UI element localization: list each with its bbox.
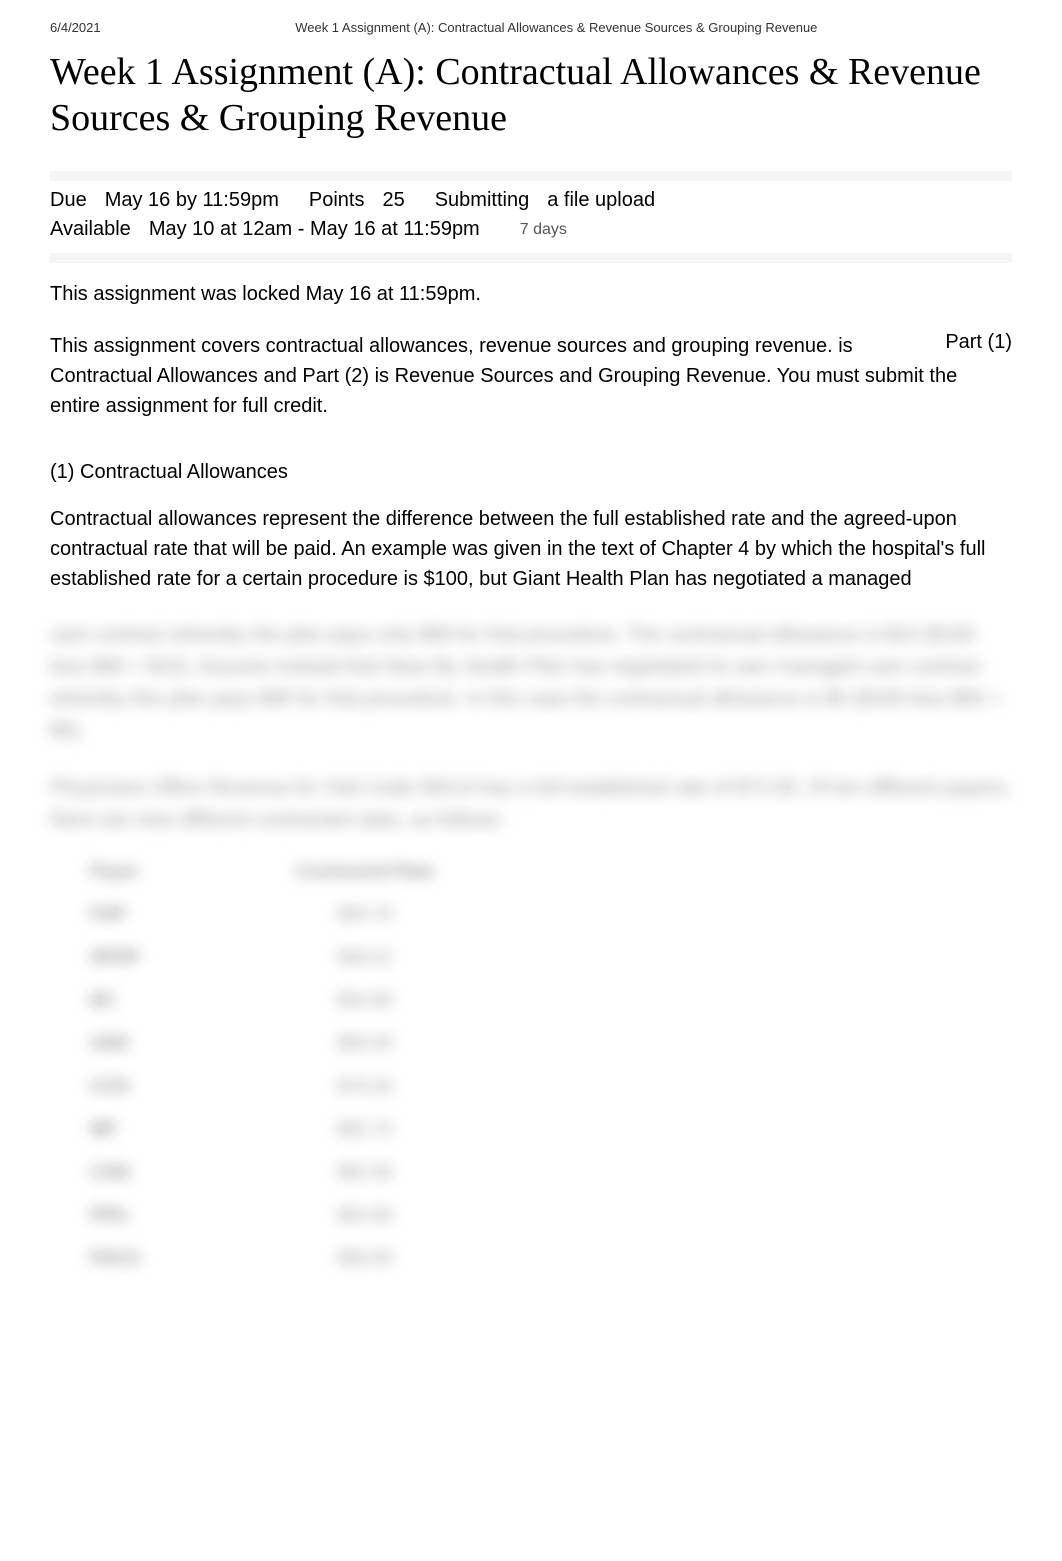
available-value: May 10 at 12am - May 16 at 11:59pm [149,218,480,241]
duration-label: 7 days [520,221,567,239]
blurred-content: care contract whereby the plan pays only… [50,619,1012,1269]
intro-text: This assignment covers contractual allow… [50,331,1012,421]
rate-payer: PHCS [90,1248,290,1269]
rate-value: $60.40 [290,1033,440,1054]
rate-row: CCN$70.20 [90,1076,1012,1097]
rate-payer: CCN [90,1076,290,1097]
rate-value: $54.90 [290,990,440,1011]
due-item: Due May 16 by 11:59pm [50,189,279,212]
rate-payer: MP [90,1119,290,1140]
rate-payer: HPHP [90,947,290,968]
due-value: May 16 by 11:59pm [105,189,279,212]
rate-value: $54.90 [290,1205,440,1226]
due-label: Due [50,189,87,212]
meta-row-2: Available May 10 at 12am - May 16 at 11:… [50,218,1012,241]
submitting-item: Submitting a file upload [435,189,655,212]
rate-row: BC$54.90 [90,990,1012,1011]
locked-message: This assignment was locked May 16 at 11:… [50,283,1012,306]
rate-value: $62.00 [290,1162,440,1183]
blurred-para1: care contract whereby the plan pays only… [50,619,1012,747]
rate-row: FHP$45.70 [90,904,1012,925]
available-label: Available [50,218,131,241]
points-item: Points 25 [309,189,405,212]
points-label: Points [309,189,365,212]
rate-row: PRU$54.90 [90,1205,1012,1226]
rate-payer: UND [90,1033,290,1054]
rate-value: $45.70 [290,904,440,925]
print-date: 6/4/2021 [50,20,101,35]
rate-table-header: Payer Contracted Rate [90,861,1012,882]
rate-value: $70.20 [290,1076,440,1097]
header-rate: Contracted Rate [290,861,440,882]
divider-top [50,171,1012,181]
header-payer: Payer [90,861,290,882]
points-value: 25 [382,189,404,212]
rate-payer: CGN [90,1162,290,1183]
rate-row: MP$62.72 [90,1119,1012,1140]
rate-row: PHCS$50.00 [90,1248,1012,1269]
submitting-label: Submitting [435,189,530,212]
rate-row: UND$60.40 [90,1033,1012,1054]
submitting-value: a file upload [547,189,655,212]
rate-table: Payer Contracted Rate FHP$45.70 HPHP$46.0… [90,861,1012,1269]
rate-value: $46.01 [290,947,440,968]
rate-payer: PRU [90,1205,290,1226]
print-title: Week 1 Assignment (A): Contractual Allow… [101,20,1012,35]
rate-value: $62.72 [290,1119,440,1140]
intro-block: Part (1) This assignment covers contract… [50,331,1012,421]
rate-payer: BC [90,990,290,1011]
print-header: 6/4/2021 Week 1 Assignment (A): Contract… [50,20,1012,35]
rate-payer: FHP [90,904,290,925]
part-label: Part (1) [945,331,1012,354]
divider-bottom [50,253,1012,263]
meta-row-1: Due May 16 by 11:59pm Points 25 Submitti… [50,189,1012,212]
rate-row: HPHP$46.01 [90,947,1012,968]
rate-row: CGN$62.00 [90,1162,1012,1183]
page-title: Week 1 Assignment (A): Contractual Allow… [50,50,1012,141]
section1-visible-text: Contractual allowances represent the dif… [50,504,1012,594]
available-item: Available May 10 at 12am - May 16 at 11:… [50,218,480,241]
blurred-para2: Physicians Office Revenue for Visit Code… [50,772,1012,836]
section1-heading: (1) Contractual Allowances [50,461,1012,484]
rate-value: $50.00 [290,1248,440,1269]
